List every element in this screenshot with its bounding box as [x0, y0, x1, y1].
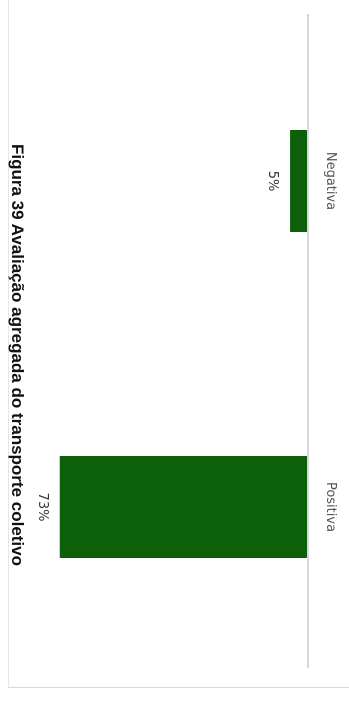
data-label-positiva: 73%: [35, 493, 50, 522]
bar-positiva: [59, 456, 308, 558]
category-label-negativa: Negativa: [323, 152, 338, 210]
data-label-negativa: 5%: [265, 171, 280, 192]
bar-negativa: [290, 130, 307, 232]
chart-title: Figura 39 Avaliação agregada do transpor…: [8, 144, 27, 566]
category-label-positiva: Positiva: [323, 482, 338, 532]
chart-frame: [8, 0, 349, 688]
